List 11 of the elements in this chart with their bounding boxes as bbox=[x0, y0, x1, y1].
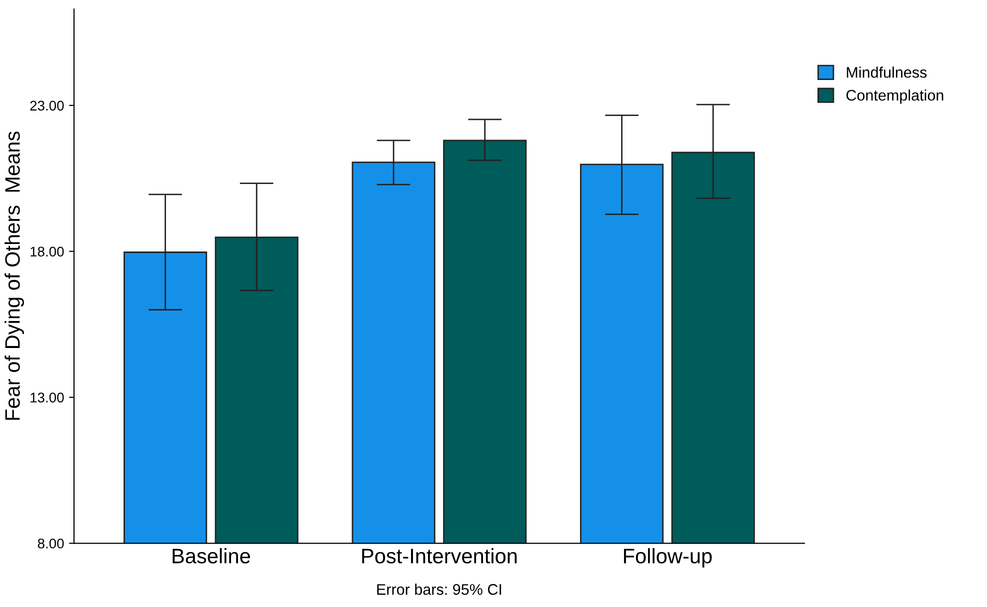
text: Error bars: 95% CI bbox=[377, 584, 502, 595]
y-tick-label: 8.00 bbox=[38, 538, 64, 548]
y-tick-label: 23.00 bbox=[30, 100, 64, 111]
x-tick-label: Baseline bbox=[172, 548, 250, 564]
y-tick-label: 18.00 bbox=[30, 246, 64, 257]
y-axis-title: Fear of Dying of Others Means bbox=[4, 132, 24, 420]
legend-label: Contemplation bbox=[846, 89, 944, 104]
legend-label: Mindfulness bbox=[846, 66, 927, 78]
x-tick-label: Follow-up bbox=[624, 548, 712, 568]
x-tick-label: Post-Intervention bbox=[362, 548, 517, 564]
y-tick-label: 13.00 bbox=[30, 392, 64, 402]
